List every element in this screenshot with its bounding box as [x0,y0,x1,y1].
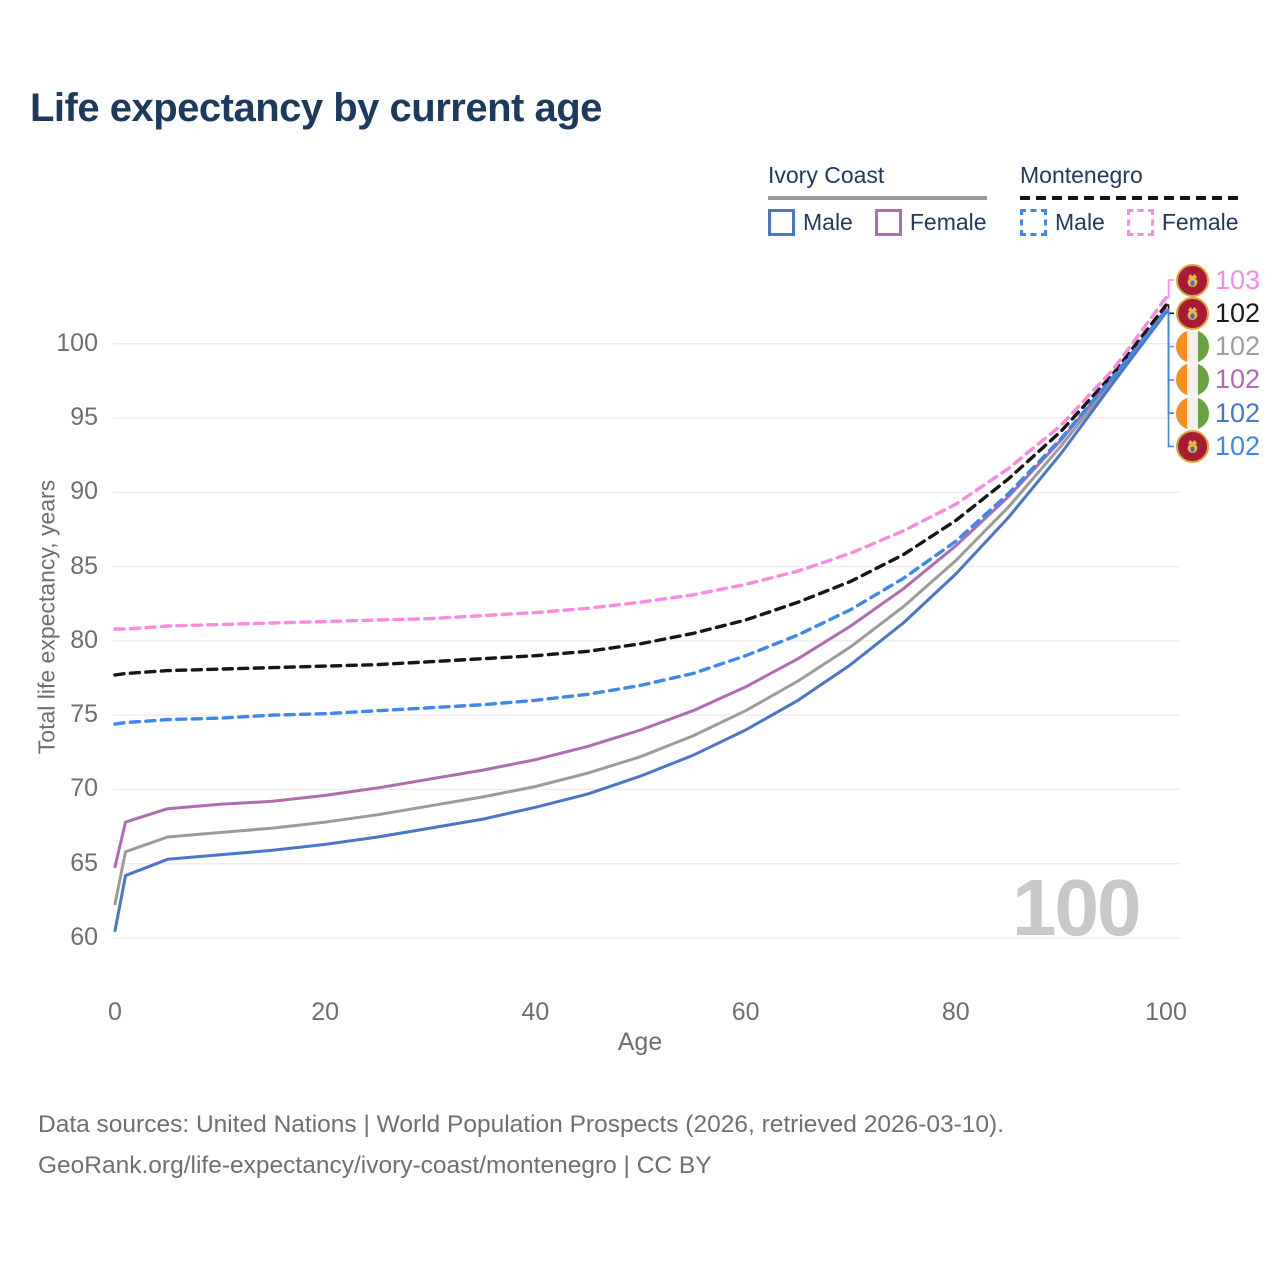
y-tick: 70 [70,774,98,803]
footer: Data sources: United Nations | World Pop… [38,1104,1004,1186]
end-label-value: 102 [1215,431,1261,461]
page-title: Life expectancy by current age [30,86,602,130]
legend-item-mne-male[interactable]: Male [1020,209,1105,236]
legend-underline-dashed [1020,196,1239,200]
montenegro-eagle-emblem [1187,306,1198,320]
x-tick: 0 [108,998,122,1026]
legend-underline-solid [768,196,987,200]
legend-title-montenegro[interactable]: Montenegro [1020,162,1143,188]
end-label-row-ic-total: 102 [1176,330,1261,364]
series-ic_male[interactable] [113,311,1168,933]
leader-line [1166,308,1174,381]
legend-item-mne-female[interactable]: Female [1126,209,1239,236]
series-mne_female[interactable] [113,295,1168,631]
x-tick: 60 [731,998,760,1026]
x-tick: 40 [521,998,550,1026]
x-axis-title: Age [617,1028,663,1056]
series-ic_female[interactable] [113,308,1168,869]
y-tick: 95 [70,402,98,431]
y-tick: 75 [70,700,98,729]
y-tick: 90 [70,477,98,506]
end-label-value: 102 [1215,397,1261,428]
leader-line [1166,279,1174,299]
legend-label-mne-male: Male [1055,209,1105,235]
legend-title-ivory-coast[interactable]: Ivory Coast [768,162,885,188]
legend-group-ivory-coast: Ivory Coast Male Female [768,162,987,236]
x-tick: 100 [1145,998,1187,1026]
x-tick: 80 [941,998,970,1026]
legend-group-montenegro: Montenegro Male Female [1020,162,1239,236]
legend-label-mne-female: Female [1161,209,1239,235]
legend-swatch-ci-male-icon[interactable] [768,209,795,236]
end-label-value: 102 [1215,331,1261,362]
ivory-coast-flag-icon [1176,396,1209,430]
leader-line [1166,310,1174,448]
series-mne_total[interactable] [113,303,1168,677]
montenegro-flag-icon [1176,263,1209,297]
y-tick: 100 [56,328,98,357]
legend-swatch-mne-male-icon[interactable] [1020,209,1047,236]
legend-label-ci-male: Male [803,209,853,235]
y-tick: 65 [70,848,98,877]
legend-label-ci-female: Female [909,209,987,235]
end-label-row-ic-female: 102 [1176,363,1261,397]
leader-line [1166,310,1174,348]
series-ic_total[interactable] [113,309,1168,906]
end-label-row-mne-male: 102 [1176,430,1260,463]
series-mne_male[interactable] [113,309,1168,726]
x-tick: 20 [311,998,340,1026]
end-label-row-mne-total: 102 [1176,296,1261,330]
end-label-value: 102 [1215,297,1261,328]
end-label-value: 103 [1215,264,1261,295]
attribution-line: GeoRank.org/life-expectancy/ivory-coast/… [38,1152,712,1179]
montenegro-flag-icon [1176,296,1209,330]
y-tick: 85 [70,551,98,580]
legend-swatch-mne-female-icon[interactable] [1126,209,1154,236]
legend-item-ci-female[interactable]: Female [874,209,987,236]
montenegro-eagle-emblem [1187,439,1198,454]
montenegro-eagle-emblem [1187,273,1198,287]
age-counter-watermark: 100 [1012,863,1141,952]
ivory-coast-flag-icon [1176,363,1209,397]
ivory-coast-flag-icon [1176,330,1209,364]
end-label-value: 102 [1215,364,1261,395]
end-label-row-mne-female: 103 [1176,263,1261,297]
montenegro-flag-icon [1176,430,1209,463]
leader-line [1166,311,1174,414]
end-label-row-ic-male: 102 [1176,396,1261,430]
y-tick: 60 [70,923,98,951]
legend-swatch-ci-female-icon[interactable] [874,209,902,236]
legend-item-ci-male[interactable]: Male [768,209,853,236]
y-tick: 80 [70,625,98,654]
data-sources-line: Data sources: United Nations | World Pop… [38,1111,1005,1138]
